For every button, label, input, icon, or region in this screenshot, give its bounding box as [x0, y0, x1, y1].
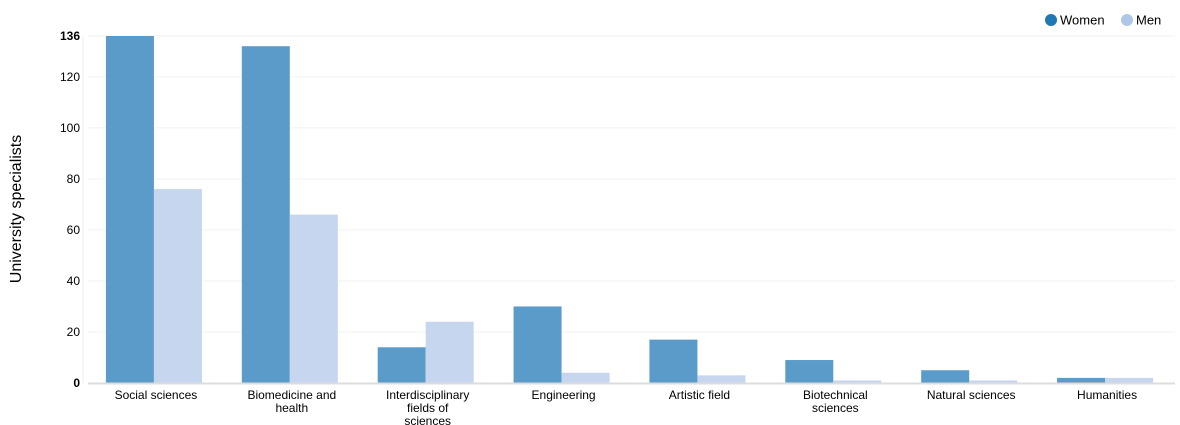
y-tick-label: 20: [67, 325, 81, 339]
bar-women[interactable]: [377, 347, 426, 383]
y-axis: 0 20 40 60 80 100 120 136: [60, 29, 84, 390]
bar-men[interactable]: [561, 372, 610, 383]
bar-men[interactable]: [425, 321, 474, 383]
bar-men[interactable]: [289, 214, 338, 383]
legend-label: Women: [1060, 13, 1105, 28]
legend[interactable]: Women Men: [1045, 13, 1161, 28]
bar-women[interactable]: [241, 46, 290, 384]
legend-item-women[interactable]: Women: [1045, 13, 1105, 28]
x-tick-label: Artistic field: [669, 388, 730, 402]
bar-men[interactable]: [1105, 377, 1154, 383]
bar-women[interactable]: [921, 370, 970, 383]
bars: [105, 36, 1154, 384]
x-tick-label: Biomedicine and health: [247, 388, 336, 415]
y-tick-label: 136: [60, 29, 80, 43]
bar-women[interactable]: [649, 339, 698, 383]
x-tick-label: Engineering: [532, 388, 596, 402]
bar-women[interactable]: [1057, 377, 1106, 383]
legend-swatch: [1045, 14, 1057, 26]
legend-item-men[interactable]: Men: [1121, 13, 1161, 28]
bar-men[interactable]: [833, 380, 882, 383]
x-tick-label: Interdisciplinary fields of sciences: [386, 388, 469, 425]
bar-women[interactable]: [105, 36, 154, 383]
y-tick-label: 40: [67, 274, 81, 288]
x-tick-label: Biotechnical sciences: [803, 388, 868, 415]
x-tick-label: Humanities: [1077, 388, 1137, 402]
x-axis: Social sciences Biomedicine and health Inte…: [88, 382, 1175, 425]
legend-label: Men: [1136, 13, 1161, 28]
y-tick-label: 60: [67, 223, 81, 237]
y-axis-label: University specialists: [8, 135, 25, 283]
legend-swatch: [1121, 14, 1133, 26]
bar-women[interactable]: [785, 360, 834, 383]
bar-women[interactable]: [513, 306, 562, 383]
y-tick-label: 120: [60, 70, 80, 84]
bar-men[interactable]: [697, 375, 746, 383]
x-tick-label: Social sciences: [115, 388, 198, 402]
y-tick-label: 0: [73, 376, 80, 390]
bar-men[interactable]: [969, 380, 1018, 383]
y-tick-label: 100: [60, 121, 80, 135]
x-tick-label: Natural sciences: [927, 388, 1016, 402]
y-tick-label: 80: [67, 172, 81, 186]
bar-men[interactable]: [153, 189, 202, 383]
